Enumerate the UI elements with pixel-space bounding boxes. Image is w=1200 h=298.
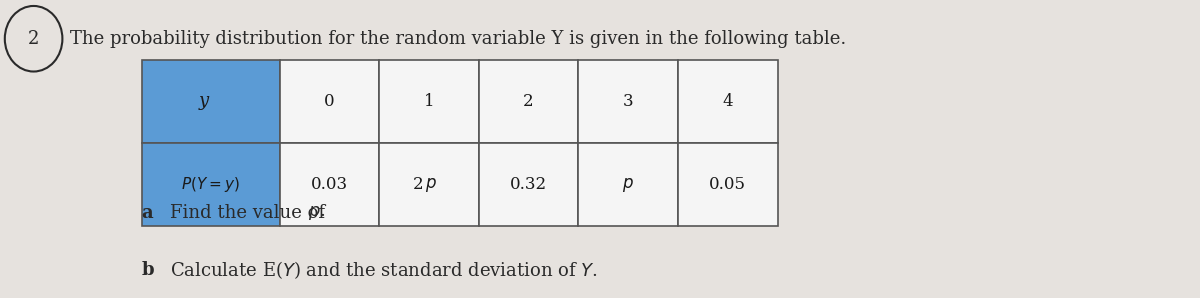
Bar <box>578 60 678 143</box>
Bar <box>678 143 778 226</box>
Bar <box>280 143 379 226</box>
Text: 4: 4 <box>722 93 733 110</box>
Bar <box>379 143 479 226</box>
Text: b: b <box>142 261 155 279</box>
Text: 2: 2 <box>28 30 40 48</box>
Bar <box>678 60 778 143</box>
Text: 0.32: 0.32 <box>510 176 547 193</box>
Bar <box>142 60 280 143</box>
Text: $P(Y = y)$: $P(Y = y)$ <box>181 175 240 194</box>
Bar <box>479 60 578 143</box>
Text: y: y <box>199 92 209 110</box>
Text: $p$: $p$ <box>425 176 437 194</box>
Text: 0: 0 <box>324 93 335 110</box>
Text: 3: 3 <box>623 93 634 110</box>
Bar <box>142 143 280 226</box>
Bar <box>479 143 578 226</box>
Bar <box>280 60 379 143</box>
Text: 2: 2 <box>413 176 424 193</box>
Bar <box>578 143 678 226</box>
Text: 0.05: 0.05 <box>709 176 746 193</box>
Text: The probability distribution for the random variable Y is given in the following: The probability distribution for the ran… <box>70 30 846 48</box>
Text: Calculate E($Y$) and the standard deviation of $Y$.: Calculate E($Y$) and the standard deviat… <box>170 259 599 281</box>
Text: $p$.: $p$. <box>308 204 326 222</box>
Text: $p$: $p$ <box>623 176 634 194</box>
Text: 0.03: 0.03 <box>311 176 348 193</box>
Bar <box>379 60 479 143</box>
Text: Find the value of: Find the value of <box>170 204 331 222</box>
Text: a: a <box>142 204 154 222</box>
Text: 1: 1 <box>424 93 434 110</box>
Text: 2: 2 <box>523 93 534 110</box>
